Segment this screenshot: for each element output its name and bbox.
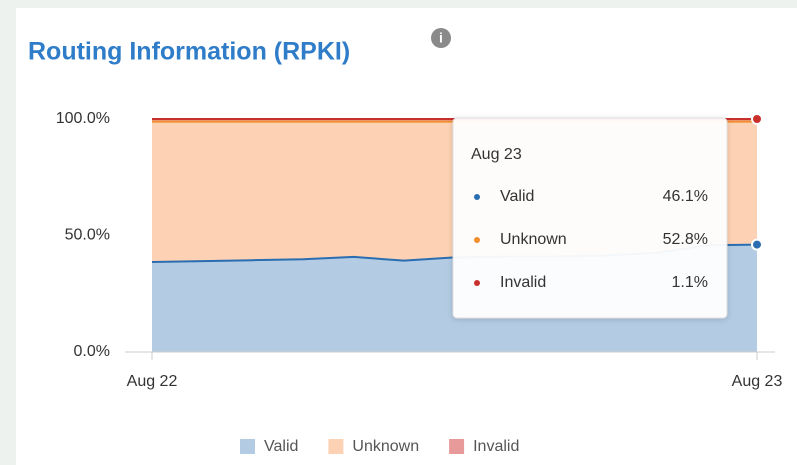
hover-marker (751, 238, 763, 251)
y-tick-label: 0.0% (74, 343, 110, 360)
info-icon[interactable] (431, 28, 451, 48)
tooltip-title: Aug 23 (471, 146, 522, 163)
x-tick-label: Aug 23 (732, 373, 783, 390)
tooltip-series-name: Unknown (500, 231, 567, 248)
tooltip-value: 46.1% (663, 188, 708, 205)
tooltip-value: 1.1% (672, 274, 708, 291)
legend-label: Unknown (352, 438, 419, 455)
y-tick-label: 50.0% (65, 227, 110, 244)
x-tick-label: Aug 22 (127, 373, 178, 390)
tooltip-series-name: Invalid (500, 274, 546, 291)
hover-marker (751, 113, 763, 125)
info-icon-glyph: i (439, 30, 443, 46)
legend-swatch (240, 439, 255, 454)
tooltip-series-name: Valid (500, 188, 534, 205)
chart-title: Routing Information (RPKI) (28, 38, 350, 66)
tooltip: Aug 23 Valid 46.1% Unknown 52.8% Invalid 1.1% (452, 117, 728, 319)
tooltip-value: 52.8% (663, 231, 708, 248)
tooltip-dot (474, 237, 480, 243)
legend-swatch (328, 439, 344, 454)
legend: Valid Unknown Invalid (240, 438, 519, 455)
tooltip-dot (474, 194, 480, 200)
tooltip-box (452, 117, 728, 319)
tooltip-dot (474, 280, 480, 286)
legend-label: Invalid (473, 438, 519, 455)
legend-swatch (449, 439, 465, 454)
legend-label: Valid (264, 438, 298, 455)
y-tick-label: 100.0% (56, 110, 110, 127)
